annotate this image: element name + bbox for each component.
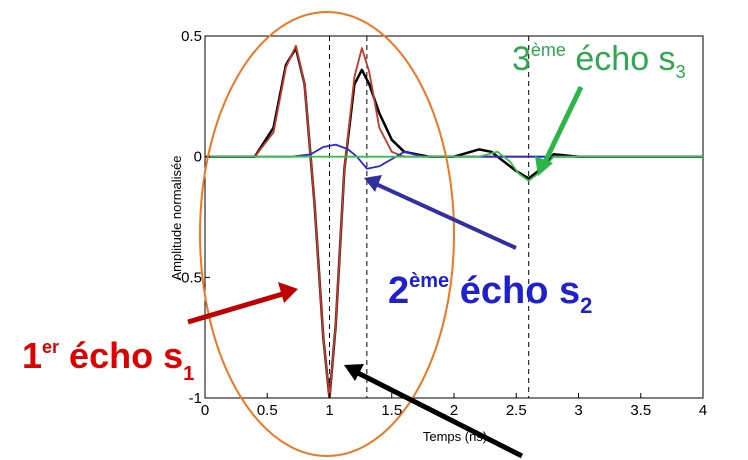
first-echo-ellipse bbox=[199, 11, 455, 457]
x-tick-label: 2.5 bbox=[506, 402, 527, 419]
y-tick-label: -0.5 bbox=[176, 269, 202, 286]
y-tick-label: -1 bbox=[189, 390, 202, 407]
echo2-annotation: 2ème écho s2 bbox=[388, 270, 592, 318]
y-axis-label: Amplitude normalisée bbox=[169, 155, 184, 280]
echo2-arrow bbox=[364, 175, 517, 250]
dip-arrow bbox=[344, 364, 524, 459]
x-tick-label: 1 bbox=[325, 402, 333, 419]
dashed-reference-lines bbox=[329, 36, 530, 398]
x-tick-label: 3 bbox=[574, 402, 582, 419]
series-line-2 bbox=[205, 44, 703, 398]
echo1-arrow bbox=[187, 282, 298, 325]
x-tick-label: 0 bbox=[201, 402, 209, 419]
x-tick-label: 4 bbox=[699, 402, 707, 419]
y-tick-label: 0 bbox=[194, 149, 202, 166]
series-line-4 bbox=[205, 150, 703, 182]
y-axis-ticks: 0.5 0 -0.5 -1 bbox=[176, 28, 210, 407]
echo3-annotation: 3ème écho s3 bbox=[512, 40, 686, 82]
x-tick-label: 2 bbox=[450, 402, 458, 419]
echo3-arrow bbox=[535, 85, 584, 176]
echo1-annotation: 1er écho s1 bbox=[22, 335, 194, 385]
x-tick-label: 3.5 bbox=[630, 402, 651, 419]
x-axis-ticks: 0 0.5 1 1.5 2 2.5 3 3.5 4 bbox=[201, 393, 707, 419]
x-tick-label: 1.5 bbox=[381, 402, 402, 419]
x-tick-label: 0.5 bbox=[257, 402, 278, 419]
y-tick-label: 0.5 bbox=[181, 28, 202, 45]
annotation-arrows bbox=[187, 85, 584, 459]
